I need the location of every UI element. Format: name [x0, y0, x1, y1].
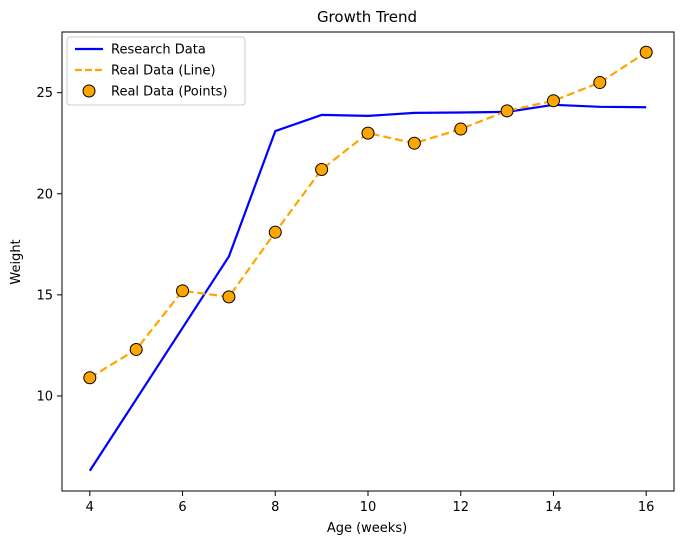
data-point	[500, 104, 514, 118]
y-tick-label: 10	[36, 389, 53, 404]
data-point	[546, 94, 560, 108]
data-point	[639, 45, 653, 59]
y-tick-label: 25	[36, 86, 53, 101]
x-tick-label: 12	[452, 500, 469, 515]
y-axis-title: Weight	[9, 239, 24, 284]
data-point	[315, 162, 329, 176]
data-point	[407, 136, 421, 150]
y-tick-label: 15	[36, 288, 53, 303]
data-point	[83, 371, 97, 385]
x-tick-label: 8	[271, 500, 279, 515]
data-point	[129, 342, 143, 356]
x-tick-label: 14	[545, 500, 562, 515]
data-point	[268, 225, 282, 239]
data-point	[222, 290, 236, 304]
data-point	[593, 76, 607, 90]
legend-swatch-marker	[82, 84, 96, 98]
legend-label: Real Data (Points)	[111, 85, 228, 100]
x-tick-label: 4	[86, 500, 94, 515]
x-tick-label: 10	[360, 500, 377, 515]
y-tick-label: 20	[36, 187, 53, 202]
x-tick-label: 6	[178, 500, 186, 515]
x-tick-label: 16	[638, 500, 655, 515]
series-line-research-data	[88, 103, 647, 472]
legend-label: Real Data (Line)	[111, 64, 216, 79]
chart-title: Growth Trend	[317, 8, 417, 26]
legend: Research Data Real Data (Line) Real Data (…	[66, 36, 246, 106]
data-point	[176, 284, 190, 298]
plot-area: 4 6 8 10 12 14 16 10 15 20 25	[36, 31, 675, 515]
data-point	[361, 126, 375, 140]
legend-box	[66, 36, 246, 106]
legend-label: Research Data	[111, 43, 206, 58]
x-axis-title: Age (weeks)	[327, 521, 407, 536]
data-point	[454, 122, 468, 136]
